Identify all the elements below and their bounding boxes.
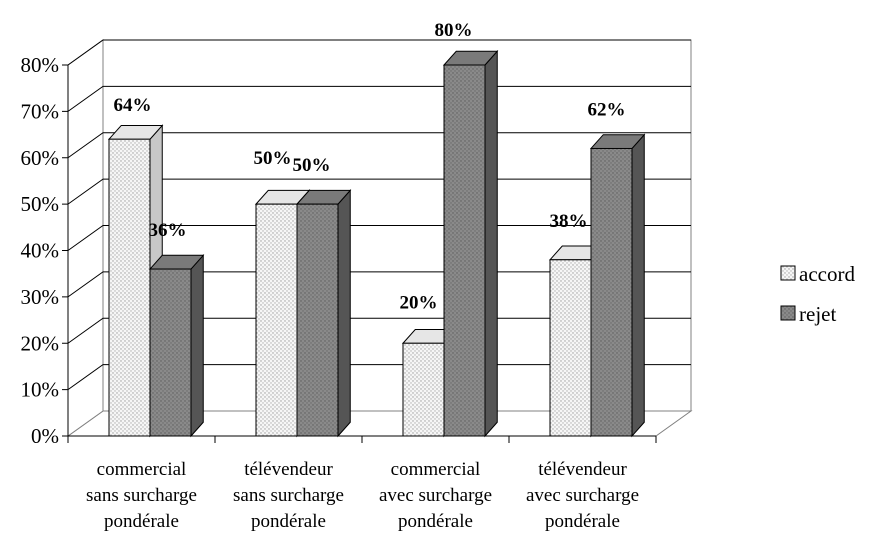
data-label-rejet-0: 36% — [149, 220, 187, 241]
data-label-rejet-3: 62% — [588, 99, 626, 120]
bar-rejet-1 — [295, 189, 352, 438]
y-tick-label: 10% — [21, 378, 60, 402]
legend-swatch — [780, 305, 796, 321]
x-category-label: commercial sans surcharge pondérale — [86, 459, 197, 532]
data-label-accord-1: 50% — [254, 148, 292, 169]
legend-label: accord — [799, 262, 855, 286]
y-tick-label: 80% — [21, 53, 60, 77]
bar-front — [255, 203, 298, 437]
bar-side — [190, 253, 204, 438]
x-axis-category-labels: commercial sans surcharge pondérale téléven… — [86, 459, 639, 532]
y-tick-label: 20% — [21, 331, 60, 355]
x-category-label: télévendeur sans surcharge pondérale — [233, 459, 344, 532]
legend: accord rejet — [780, 262, 855, 326]
x-category-label: télévendeur avec surcharge pondérale — [526, 459, 639, 532]
bar-front — [108, 138, 151, 437]
y-tick-label: 60% — [21, 146, 60, 170]
y-tick-label: 0% — [31, 424, 59, 448]
y-axis-tick-labels: 0% 10% 20% 30% 40% 50% 60% 70% 80% — [21, 53, 60, 448]
bar-front — [402, 342, 445, 437]
bar-front — [149, 268, 192, 437]
bars — [107, 49, 646, 438]
data-labels: 64% 36% 50% 50% 20% 80% 38% 62% — [114, 20, 626, 313]
bar-side — [337, 189, 351, 438]
y-tick-label: 70% — [21, 99, 60, 123]
y-tick-label: 30% — [21, 285, 60, 309]
bar-side — [484, 49, 498, 438]
legend-item-accord: accord — [780, 262, 855, 286]
bar-front — [590, 147, 633, 437]
bar-side — [631, 133, 645, 438]
y-tick-label: 40% — [21, 239, 60, 263]
bar-rejet-2 — [442, 49, 499, 438]
bar-front — [443, 64, 486, 437]
legend-label: rejet — [799, 302, 836, 326]
bar-rejet-3 — [589, 133, 646, 438]
x-category-label: commercial avec surcharge pondérale — [379, 459, 492, 532]
gridline — [67, 39, 691, 66]
y-tick-label: 50% — [21, 192, 60, 216]
legend-swatch — [780, 265, 796, 281]
data-label-accord-2: 20% — [400, 292, 438, 313]
bar-front — [549, 259, 592, 437]
data-label-rejet-2: 80% — [435, 20, 473, 41]
bar-rejet-0 — [148, 253, 205, 438]
data-label-rejet-1: 50% — [293, 155, 331, 176]
data-label-accord-3: 38% — [550, 211, 588, 232]
bar-front — [296, 203, 339, 437]
legend-item-rejet: rejet — [780, 302, 836, 326]
data-label-accord-0: 64% — [114, 95, 152, 116]
